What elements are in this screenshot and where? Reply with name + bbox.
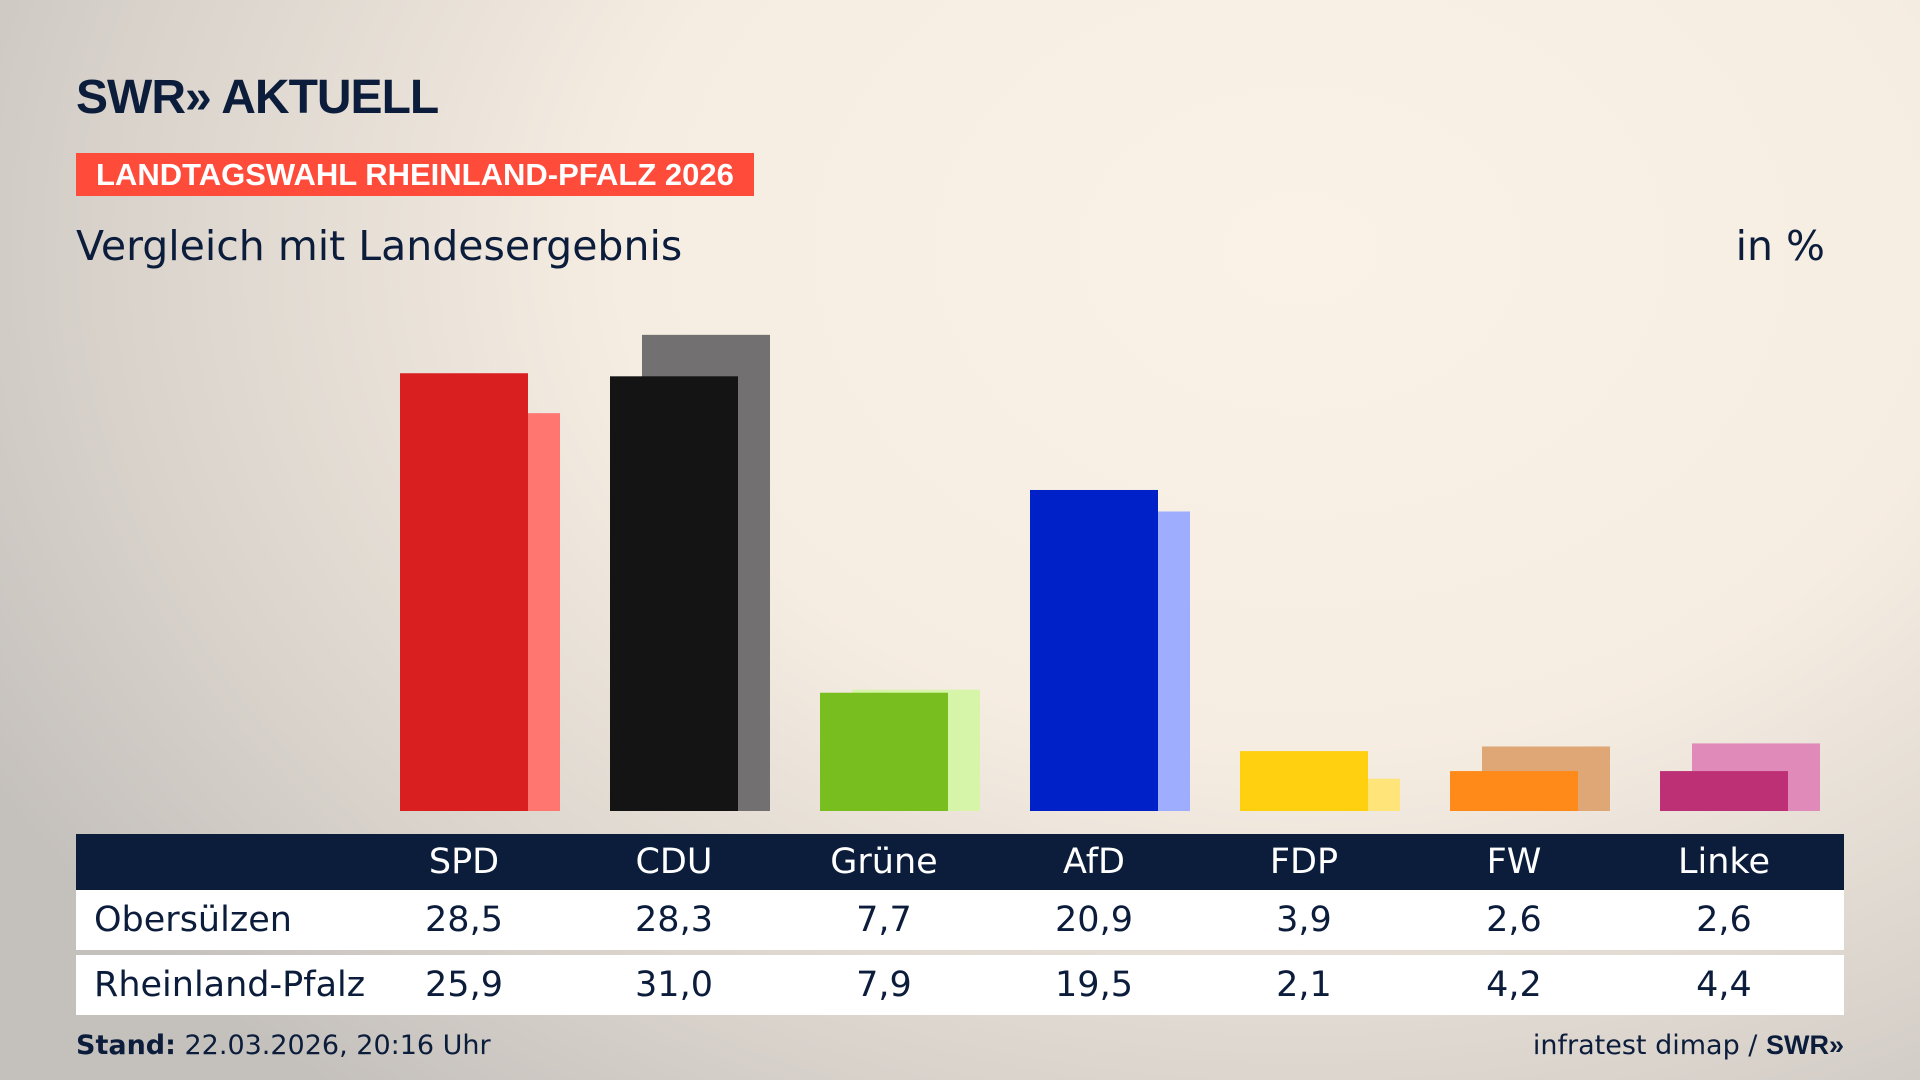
- party-header: CDU: [635, 842, 713, 882]
- swr-logo: SWR»: [1765, 1030, 1844, 1060]
- bar-cdu-local: [610, 376, 738, 811]
- party-header: Linke: [1678, 842, 1770, 882]
- election-banner: LANDTAGSWAHL RHEINLAND-PFALZ 2026: [76, 153, 754, 196]
- value-cell: 4,4: [1696, 965, 1752, 1005]
- value-cell: 7,7: [856, 900, 912, 940]
- bar-grüne-local: [820, 692, 948, 811]
- results-table: SPD CDU Grüne AfD FDP FW Linke Obersülzen 28,5 2…: [76, 834, 1844, 1015]
- value-cell: 4,2: [1486, 965, 1542, 1005]
- value-cell: 2,6: [1696, 900, 1752, 940]
- bar-fw-local: [1450, 771, 1578, 811]
- bar-chart: [400, 334, 1820, 811]
- party-header: FW: [1486, 842, 1542, 882]
- value-cell: 20,9: [1055, 900, 1133, 940]
- value-cell: 3,9: [1276, 900, 1332, 940]
- stand-value: 22.03.2026, 20:16 Uhr: [175, 1030, 491, 1061]
- value-cell: 28,3: [635, 900, 713, 940]
- source-text: infratest dimap /: [1532, 1030, 1766, 1061]
- bar-fdp-local: [1240, 751, 1368, 811]
- bar-afd-local: [1030, 489, 1158, 811]
- value-cell: 7,9: [856, 965, 912, 1005]
- party-header: SPD: [428, 842, 500, 882]
- chart-subtitle: Vergleich mit Landesergebnis: [76, 222, 683, 270]
- unit-label: in %: [1735, 222, 1825, 270]
- value-cell: 25,9: [425, 965, 503, 1005]
- party-header: FDP: [1269, 842, 1339, 882]
- value-cell: 31,0: [635, 965, 713, 1005]
- table-row: Rheinland-Pfalz 25,9 31,0 7,9 19,5 2,1 4,2 4,4: [76, 955, 1844, 1015]
- row-label: Obersülzen: [94, 900, 292, 940]
- value-cell: 2,1: [1276, 965, 1332, 1005]
- table-header: SPD CDU Grüne AfD FDP FW Linke: [76, 834, 1844, 890]
- bar-linke-local: [1660, 771, 1788, 811]
- value-cell: 19,5: [1055, 965, 1133, 1005]
- value-cell: 2,6: [1486, 900, 1542, 940]
- party-header: AfD: [1063, 842, 1125, 882]
- source: infratest dimap / SWR»: [1533, 1030, 1844, 1061]
- table-row: Obersülzen 28,5 28,3 7,7 20,9 3,9 2,6 2,6: [76, 890, 1844, 950]
- stand-label: Stand:: [76, 1030, 176, 1061]
- party-header: Grüne: [830, 842, 938, 882]
- timestamp: Stand: 22.03.2026, 20:16 Uhr: [76, 1030, 491, 1061]
- row-label: Rheinland-Pfalz: [94, 965, 366, 1005]
- value-cell: 28,5: [425, 900, 503, 940]
- bar-spd-local: [400, 373, 528, 811]
- swr-aktuell-logo: SWR» AKTUELL: [76, 71, 439, 124]
